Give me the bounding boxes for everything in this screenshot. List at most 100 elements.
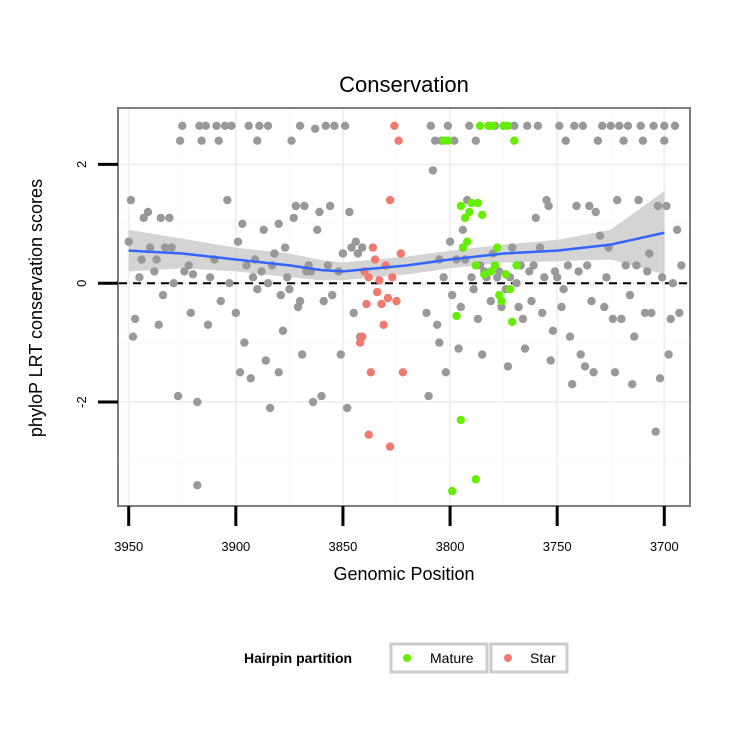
point-other (433, 320, 442, 329)
point-mature (497, 296, 506, 306)
smooth-line (128, 231, 665, 273)
point-other (422, 308, 431, 318)
point-other (280, 243, 290, 252)
point-other (338, 249, 348, 258)
point-other (152, 255, 161, 264)
point-other (310, 124, 320, 133)
point-other (145, 243, 155, 252)
x-axis-label: Genomic Position (333, 564, 474, 584)
point-other (201, 121, 210, 130)
point-other (617, 314, 626, 324)
point-other (456, 302, 465, 312)
point-mature (486, 267, 495, 276)
point-other (520, 344, 530, 353)
point-other (670, 121, 680, 130)
point-other (205, 273, 215, 282)
grid-lines (119, 109, 689, 505)
point-other (255, 121, 264, 130)
point-other (576, 350, 585, 359)
point-other (657, 273, 667, 282)
point-other (340, 121, 350, 130)
y-axis-label: phyloP LRT conservation scores (26, 179, 46, 437)
point-other (523, 121, 532, 130)
point-mature (501, 270, 510, 279)
point-star (394, 136, 403, 145)
point-other (589, 368, 598, 377)
point-other (600, 302, 609, 312)
point-other (347, 243, 356, 252)
point-other (214, 136, 223, 145)
x-tick-label: 3750 (543, 539, 572, 554)
point-other (193, 397, 202, 407)
point-other (578, 121, 588, 130)
point-other (486, 296, 495, 306)
point-other (156, 213, 165, 223)
point-other (184, 261, 193, 270)
point-other (672, 225, 682, 234)
point-other (538, 308, 547, 318)
point-other (343, 403, 352, 413)
point-other (512, 279, 521, 288)
point-other (426, 121, 435, 130)
point-other (458, 225, 468, 234)
point-other (497, 302, 506, 312)
point-other (276, 290, 285, 300)
x-tick-label: 3700 (650, 539, 679, 554)
point-other (124, 237, 133, 246)
data-points (124, 121, 686, 496)
point-mature (456, 415, 465, 425)
point-other (632, 261, 641, 270)
point-other (529, 261, 538, 270)
point-other (448, 290, 457, 300)
point-other (615, 121, 624, 130)
point-other (653, 201, 663, 211)
y-tick-label: 2 (74, 161, 89, 168)
point-other (428, 166, 438, 175)
point-other (640, 308, 650, 318)
point-other (253, 285, 262, 294)
point-other (158, 290, 168, 300)
point-other (165, 213, 174, 223)
confidence-band (128, 191, 665, 281)
point-other (154, 320, 163, 329)
point-other (246, 374, 255, 383)
point-other (167, 243, 176, 252)
point-star (385, 195, 395, 205)
point-mature (490, 261, 500, 270)
point-other (225, 279, 234, 288)
point-star (398, 368, 408, 377)
point-other (591, 207, 600, 217)
point-other (503, 362, 513, 371)
point-star (370, 255, 380, 264)
point-mature (473, 198, 483, 208)
point-other (345, 207, 354, 217)
point-other (227, 121, 236, 130)
point-other (623, 121, 633, 130)
point-star (366, 368, 375, 377)
point-mature (488, 121, 498, 130)
point-other (180, 267, 189, 276)
point-other (274, 368, 283, 377)
point-other (283, 273, 292, 282)
point-other (308, 397, 318, 407)
point-mature (475, 121, 485, 130)
point-other (319, 296, 328, 306)
point-other (559, 285, 568, 294)
point-mature (448, 486, 457, 496)
point-mature (463, 237, 472, 246)
point-other (315, 207, 324, 217)
point-other (126, 195, 136, 205)
point-other (435, 338, 444, 347)
point-mature (493, 243, 502, 252)
point-other (602, 273, 611, 282)
point-other (257, 267, 266, 276)
point-star (373, 287, 382, 297)
point-other (655, 374, 665, 383)
point-mature (478, 210, 487, 220)
point-other (186, 308, 195, 318)
point-other (430, 136, 440, 145)
legend-swatch-star (504, 654, 512, 662)
point-other (253, 136, 262, 145)
point-other (203, 320, 213, 329)
point-other (634, 195, 643, 205)
